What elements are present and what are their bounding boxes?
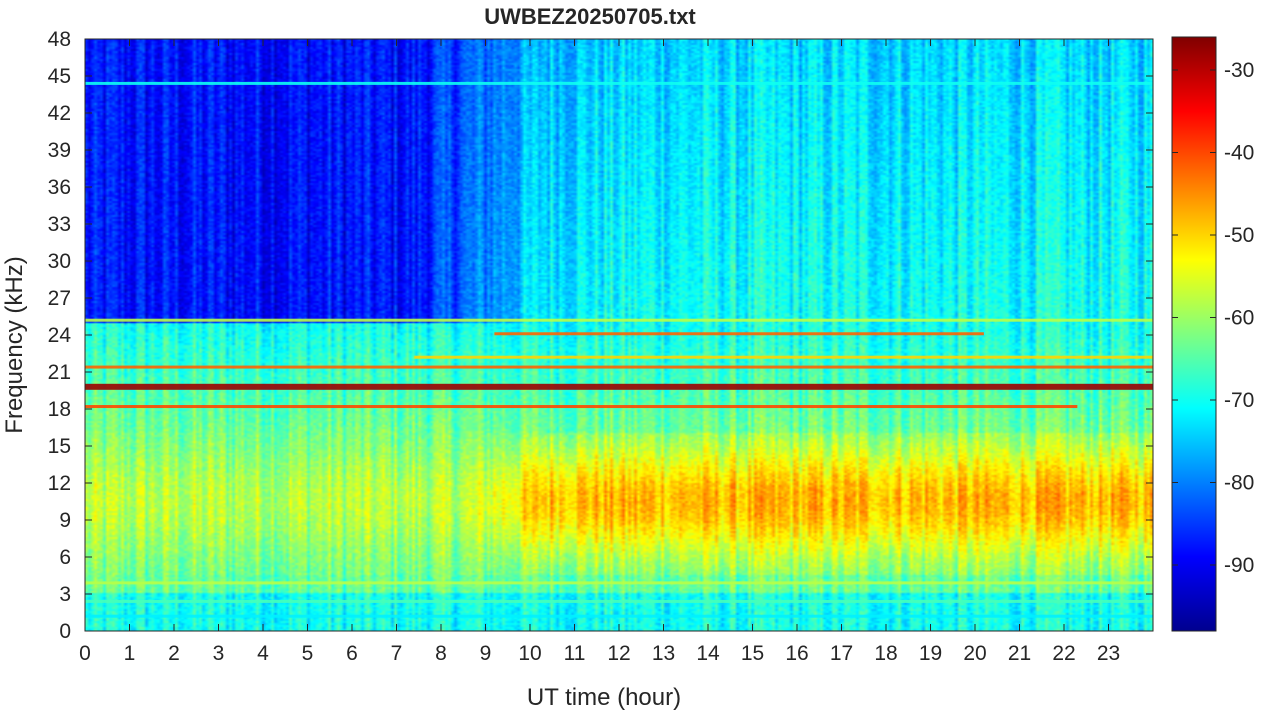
y-tick-label: 48 [48, 28, 71, 51]
transmitter-line [494, 332, 984, 336]
x-tick-label: 0 [79, 642, 91, 665]
x-tick-label: 14 [696, 642, 720, 665]
y-tick-label: 33 [48, 213, 71, 236]
x-tick-label: 6 [346, 642, 358, 665]
colorbar-tick-label: -30 [1224, 59, 1254, 82]
y-tick-label: 27 [48, 287, 71, 310]
y-tick-label: 9 [59, 509, 71, 532]
x-tick-label: 17 [830, 642, 853, 665]
colorbar-tick-label: -60 [1224, 307, 1254, 330]
y-tick-label: 45 [48, 65, 71, 88]
y-tick-label: 3 [59, 583, 71, 606]
y-tick-label: 12 [48, 472, 71, 495]
x-tick-label: 2 [168, 642, 180, 665]
transmitter-line [414, 355, 1153, 359]
x-tick-label: 13 [652, 642, 675, 665]
x-tick-label: 5 [302, 642, 314, 665]
x-tick-label: 7 [391, 642, 403, 665]
x-tick-label: 9 [480, 642, 492, 665]
x-tick-label: 1 [124, 642, 136, 665]
y-tick-label: 6 [59, 546, 71, 569]
x-tick-label: 19 [919, 642, 942, 665]
colorbar-scale [1171, 36, 1217, 632]
x-axis-ticks: 0 1 2 3 4 5 6 7 8 9 10 11 12 13 14 15 16 17 18 19 20 21 22 23 [79, 39, 1120, 665]
y-axis-label: Frequency (kHz) [1, 256, 28, 433]
x-tick-label: 21 [1008, 642, 1031, 665]
colorbar-tick-label: -90 [1224, 554, 1254, 577]
y-tick-label: 18 [48, 398, 71, 421]
x-tick-label: 8 [435, 642, 447, 665]
colorbar-tick-label: -40 [1224, 142, 1254, 165]
transmitter-line [85, 365, 1153, 369]
x-tick-label: 10 [518, 642, 541, 665]
y-tick-label: 24 [48, 324, 72, 347]
x-tick-label: 18 [874, 642, 897, 665]
y-tick-label: 15 [48, 435, 71, 458]
x-tick-label: 20 [963, 642, 986, 665]
x-axis-label: UT time (hour) [527, 684, 681, 711]
chart-title: UWBEZ20250705.txt [484, 4, 696, 29]
y-tick-label: 42 [48, 102, 71, 125]
colorbar-tick-label: -70 [1224, 389, 1254, 412]
transmitter-line [85, 383, 1153, 390]
spectrogram-features [85, 81, 1153, 618]
y-tick-label: 30 [48, 250, 71, 273]
x-tick-label: 16 [785, 642, 808, 665]
x-tick-label: 12 [607, 642, 630, 665]
y-tick-label: 39 [48, 139, 71, 162]
transmitter-line [85, 405, 1078, 409]
transmitter-line [85, 614, 1153, 618]
y-tick-label: 21 [48, 361, 71, 384]
x-tick-label: 3 [213, 642, 225, 665]
transmitter-line [85, 599, 1153, 603]
colorbar: -90 -80 -70 -60 -50 -40 -30 [1171, 36, 1254, 632]
colorbar-tick-label: -50 [1224, 224, 1254, 247]
x-tick-label: 15 [741, 642, 764, 665]
plot-area: 0 1 2 3 4 5 6 7 8 9 10 11 12 13 14 15 16 17 18 19 20 21 22 23 0… [48, 28, 1154, 665]
colorbar-tick-label: -80 [1224, 472, 1254, 495]
x-tick-label: 22 [1052, 642, 1075, 665]
transmitter-line [85, 318, 1153, 322]
y-tick-label: 36 [48, 176, 71, 199]
x-tick-label: 23 [1097, 642, 1120, 665]
x-tick-label: 11 [564, 642, 586, 665]
x-tick-label: 4 [257, 642, 269, 665]
transmitter-line [85, 81, 1153, 85]
colorbar-ticks: -90 -80 -70 -60 -50 -40 -30 [1172, 59, 1254, 577]
y-tick-label: 0 [59, 620, 71, 643]
transmitter-line [85, 581, 1153, 585]
